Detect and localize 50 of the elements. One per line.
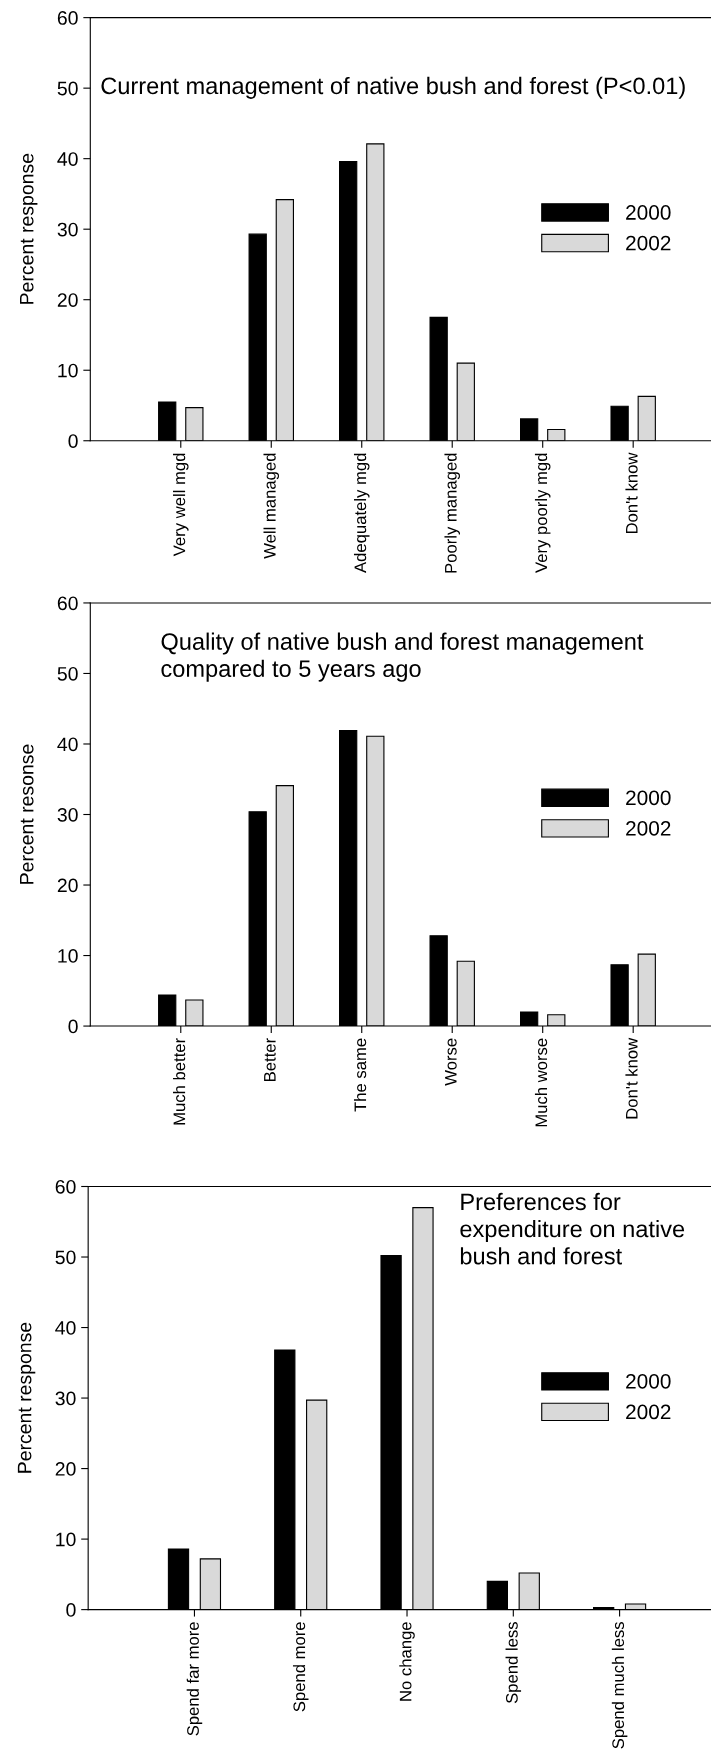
legend-label: 2002 [626,821,671,836]
legend-label: 2000 [626,1373,671,1389]
x-tick-label: Spend far more [186,1622,203,1736]
y-tick-label: 40 [55,1321,76,1335]
x-tick-label: Well managed [263,453,280,559]
legend-label: 2000 [626,790,671,806]
y-tick-label: 40 [57,152,78,166]
x-tick-label: Much worse [534,1038,548,1127]
y-tick-label: 60 [57,11,78,25]
y-tick-label: 10 [56,1532,76,1547]
y-tick-label: 60 [57,596,78,611]
y-tick-label: 0 [68,1019,78,1034]
y-axis-title: Percent response [20,153,38,304]
y-tick-label: 50 [57,666,78,681]
y-tick-label: 0 [66,1603,76,1617]
y-axis-title: Percent resonse [20,744,34,884]
legend-label: 2002 [626,1404,671,1420]
x-tick-label: Spend more [292,1622,309,1712]
legend-label: 2000 [626,205,671,220]
y-tick-label: 20 [57,878,78,893]
x-tick-label: Don't know [625,1037,638,1119]
x-tick-label: Much better [173,1038,186,1125]
x-tick-label: Spend much less [611,1622,628,1749]
y-tick-label: 40 [57,737,78,752]
y-tick-label: 0 [68,434,78,448]
x-tick-label: Don't know [625,452,638,534]
text: Current management of native bush and forest (P<0.01) [101,76,685,99]
x-tick-label: Spend less [505,1622,522,1704]
x-tick-label: Better [264,1038,276,1081]
y-tick-label: 50 [57,81,78,96]
y-tick-label: 50 [55,1250,76,1265]
y-tick-label: 10 [58,363,78,378]
y-axis-title: Percent response [17,1322,36,1473]
y-tick-label: 10 [58,949,78,963]
y-tick-label: 20 [55,1462,76,1476]
y-tick-label: 20 [57,293,78,307]
y-tick-label: 30 [57,807,78,822]
x-tick-label: No change [399,1622,415,1701]
x-tick-label: Worse [445,1038,457,1086]
text: Preferences for expenditure on native bush and forest [460,1192,685,1265]
x-tick-label: Very poorly mgd [534,453,551,573]
x-tick-label: Poorly managed [444,453,460,573]
x-tick-label: Adequately mgd [353,453,370,573]
y-tick-label: 30 [55,1391,76,1406]
x-tick-label: Very well mgd [173,453,189,557]
legend-label: 2002 [626,235,671,251]
text: Quality of native bush and forest management compared to 5 years ago [161,632,644,682]
y-tick-label: 60 [55,1179,76,1194]
x-tick-label: The same [353,1038,367,1112]
y-tick-label: 30 [57,222,78,237]
